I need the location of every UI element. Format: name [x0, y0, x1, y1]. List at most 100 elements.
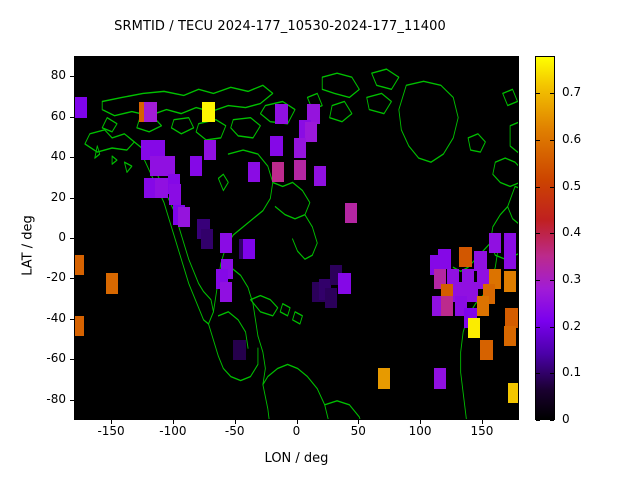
y-tick-mark — [70, 318, 74, 320]
colorbar-tick-mark — [550, 233, 554, 235]
data-cell — [144, 178, 157, 199]
data-cell — [377, 368, 391, 389]
colorbar-tick-label: 0 — [562, 412, 570, 426]
data-cell — [465, 281, 478, 302]
data-cell — [480, 340, 493, 361]
x-tick-label: -50 — [224, 424, 245, 438]
data-cell — [203, 139, 216, 161]
data-cell — [271, 162, 284, 183]
x-tick-label: 0 — [292, 424, 301, 438]
x-tick-mark — [111, 420, 113, 424]
colorbar-tick-mark — [550, 373, 554, 375]
data-cell — [248, 162, 261, 183]
y-tick-label: 20 — [50, 189, 66, 204]
data-cell — [433, 368, 446, 389]
x-tick-label: 50 — [350, 424, 366, 438]
y-tick-mark — [70, 76, 74, 78]
colorbar-tick-mark — [536, 373, 540, 375]
y-tick-label: 40 — [50, 149, 66, 164]
colorbar-tick-label: 0.4 — [562, 225, 582, 240]
colorbar-gradient — [536, 57, 554, 419]
colorbar-tick-label: 0.7 — [562, 85, 582, 100]
x-tick-mark — [481, 420, 483, 424]
data-cell — [155, 178, 168, 199]
data-cell — [190, 156, 203, 177]
data-cell — [459, 247, 472, 268]
data-cell — [144, 101, 157, 122]
data-cell — [168, 184, 182, 205]
y-tick-mark — [70, 238, 74, 239]
data-cell — [293, 160, 307, 181]
data-cell — [503, 232, 517, 254]
x-tick-mark — [234, 420, 236, 424]
x-tick-label: -150 — [97, 424, 125, 438]
colorbar-tick-mark — [536, 420, 540, 421]
x-tick-mark — [420, 420, 422, 424]
y-axis-label: LAT / deg — [20, 215, 36, 276]
colorbar-tick-mark — [536, 326, 540, 328]
y-tick-label: -60 — [46, 351, 66, 366]
colorbar-tick-mark — [550, 140, 554, 141]
colorbar-tick-mark — [536, 280, 540, 281]
plot-clip — [75, 57, 518, 419]
data-cell — [503, 271, 517, 292]
y-tick-mark — [70, 278, 74, 280]
data-cell — [454, 295, 467, 316]
colorbar-tick-label: 0.2 — [562, 318, 582, 333]
data-cell — [75, 97, 88, 118]
x-tick-label: -100 — [159, 424, 187, 438]
colorbar-tick-mark — [536, 93, 540, 95]
data-cell — [75, 315, 84, 336]
y-tick-mark — [70, 197, 74, 199]
map-plot-area[interactable] — [74, 56, 519, 420]
data-cell — [150, 156, 163, 177]
data-cell — [162, 156, 176, 177]
data-cell — [440, 295, 454, 316]
colorbar[interactable] — [535, 56, 555, 420]
colorbar-tick-mark — [550, 280, 554, 281]
data-cell-layer — [75, 57, 518, 419]
y-tick-label: -40 — [46, 310, 66, 325]
x-tick-label: 150 — [470, 424, 494, 438]
y-tick-label: 60 — [50, 108, 66, 123]
data-cell — [489, 232, 502, 254]
colorbar-tick-mark — [550, 326, 554, 328]
colorbar-tick-mark — [550, 93, 554, 95]
data-cell — [243, 239, 256, 260]
y-tick-label: 0 — [58, 230, 66, 244]
colorbar-tick-mark — [536, 140, 540, 141]
data-cell — [438, 249, 451, 270]
x-tick-mark — [296, 420, 298, 424]
data-cell — [140, 139, 153, 161]
data-cell — [476, 295, 490, 316]
data-cell — [105, 273, 119, 294]
colorbar-tick-mark — [536, 233, 540, 235]
data-cell — [177, 206, 190, 227]
colorbar-tick-mark — [550, 420, 554, 421]
data-cell — [505, 307, 518, 328]
x-tick-mark — [172, 420, 174, 424]
data-cell — [270, 135, 283, 157]
data-cell — [307, 103, 320, 124]
x-tick-label: 100 — [408, 424, 432, 438]
y-tick-mark — [70, 399, 74, 401]
data-cell — [503, 326, 517, 347]
data-cell — [233, 340, 246, 361]
data-cell — [338, 273, 351, 294]
data-cell — [507, 382, 518, 403]
colorbar-tick-label: 0.1 — [562, 365, 582, 380]
data-cell — [313, 166, 326, 187]
colorbar-tick-label: 0.6 — [562, 132, 582, 146]
y-tick-mark — [70, 157, 74, 159]
data-cell — [474, 251, 487, 272]
x-tick-mark — [358, 420, 360, 424]
data-cell — [503, 249, 517, 270]
data-cell — [468, 317, 481, 339]
data-cell — [201, 228, 214, 250]
y-tick-label: 80 — [50, 68, 66, 83]
data-cell — [202, 101, 215, 122]
colorbar-tick-label: 0.3 — [562, 272, 582, 286]
colorbar-tick-label: 0.5 — [562, 178, 582, 193]
data-cell — [219, 232, 232, 254]
